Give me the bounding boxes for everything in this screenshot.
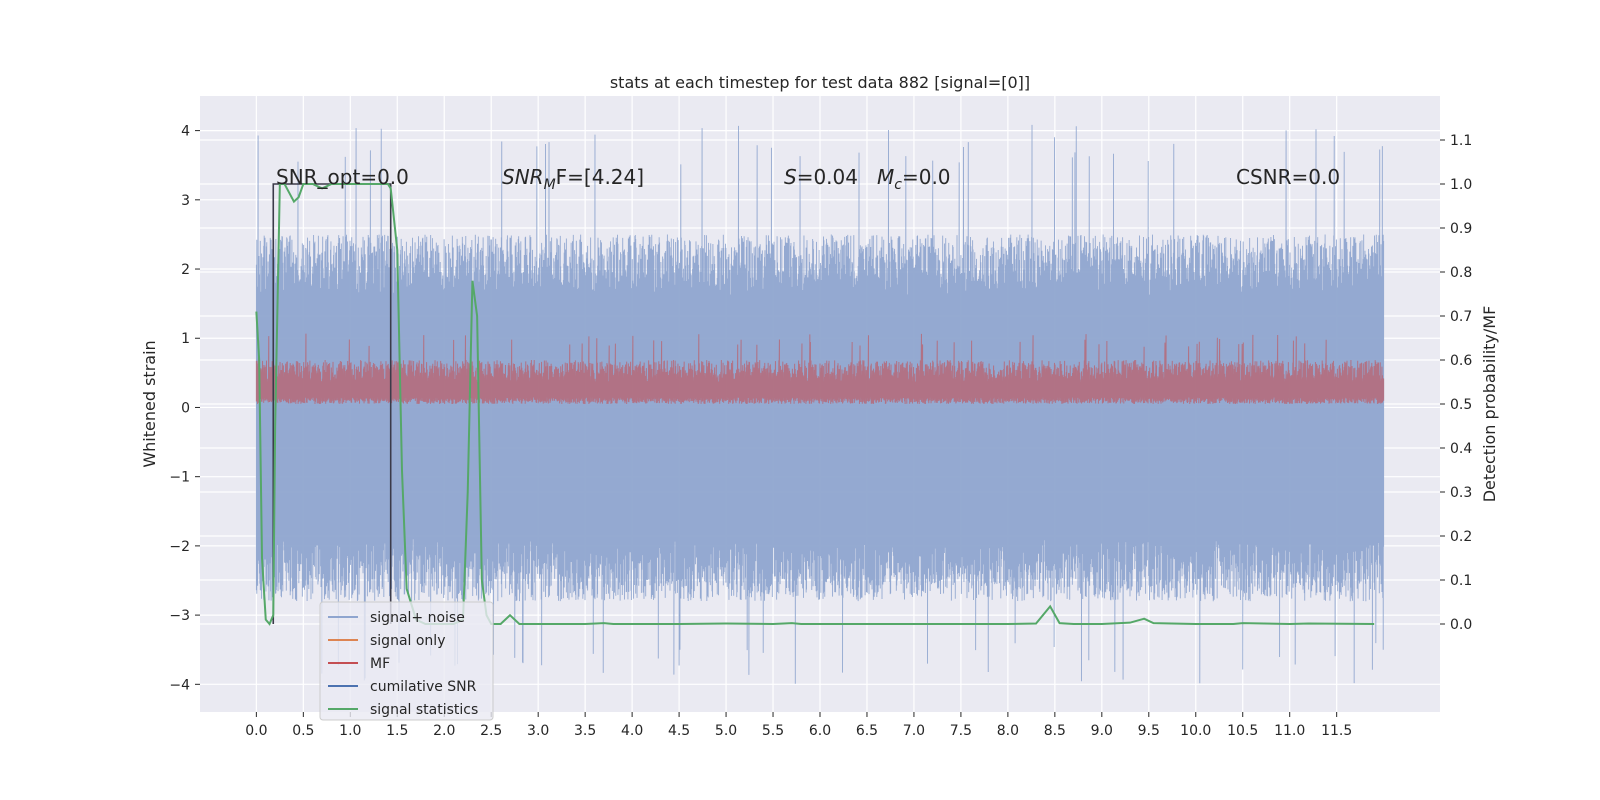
mf-series — [255, 333, 1385, 405]
axes: 0.0 0.5 1.0 1.5 2.0 2.5 3.0 3.5 4.0 4.5 5.0 5.5 6.0 6… — [169, 124, 1472, 739]
signal-statistics-series — [255, 183, 1375, 626]
snr-mf-rest: F=[4.24] — [556, 165, 644, 189]
snr-mf-base: SNR — [502, 165, 544, 189]
x-tick-label: 9.5 — [1138, 723, 1160, 739]
mf-line — [255, 333, 1385, 405]
x-tick-label: 9.0 — [1091, 723, 1113, 739]
legend-label: signal+ noise — [370, 610, 465, 626]
y-tick-label: −3 — [169, 608, 190, 624]
y-tick-label: −1 — [169, 470, 190, 486]
x-tick-label: 3.0 — [527, 723, 549, 739]
y-axis-label: Whitened strain — [140, 340, 159, 467]
y-right-tick-label: 0.1 — [1450, 573, 1472, 589]
x-tick-label: 4.5 — [668, 723, 690, 739]
snr-mf-annotation: SNRMF=[4.24] — [502, 165, 644, 193]
y-right-tick-label: 0.3 — [1450, 485, 1472, 501]
mc-sub: c — [894, 177, 902, 193]
y-right-tick-label: 0.8 — [1450, 265, 1472, 281]
signal-noise-line — [255, 124, 1385, 684]
x-tick-label: 7.0 — [903, 723, 925, 739]
y-tick-label: 1 — [181, 331, 190, 347]
x-tick-label: 6.0 — [809, 723, 831, 739]
x-tick-label: 10.0 — [1180, 723, 1211, 739]
x-tick-label: 3.5 — [574, 723, 596, 739]
x-tick-label: 0.0 — [245, 723, 267, 739]
y-tick-label: 4 — [181, 124, 190, 140]
y-right-tick-label: 0.5 — [1450, 397, 1472, 413]
y-tick-label: −2 — [169, 539, 190, 555]
legend-label: signal only — [370, 633, 445, 649]
y-right-tick-label: 0.0 — [1450, 617, 1472, 633]
s-annotation: S=0.04 — [784, 165, 858, 189]
legend-box — [319, 601, 494, 721]
y-right-tick-label: 0.7 — [1450, 309, 1472, 325]
x-tick-label: 11.0 — [1274, 723, 1305, 739]
x-tick-label: 1.0 — [339, 723, 361, 739]
x-tick-label: 7.5 — [950, 723, 972, 739]
legend: signal+ noise signal only MF cumilative SNR… — [319, 601, 494, 721]
x-tick-label: 2.5 — [480, 723, 502, 739]
x-tick-label: 10.5 — [1227, 723, 1258, 739]
chart-title: stats at each timestep for test data 882… — [610, 73, 1030, 92]
x-tick-label: 1.5 — [386, 723, 408, 739]
y-tick-label: 3 — [181, 193, 190, 209]
snr-mf-sub: M — [544, 177, 556, 193]
x-tick-label: 0.5 — [292, 723, 314, 739]
snr-opt-annotation: SNR_opt=0.0 — [276, 165, 409, 189]
x-tick-label: 5.5 — [762, 723, 784, 739]
x-tick-label: 5.0 — [715, 723, 737, 739]
y-right-tick-label: 1.0 — [1450, 177, 1472, 193]
y-right-tick-label: 1.1 — [1450, 133, 1472, 149]
x-tick-label: 4.0 — [621, 723, 643, 739]
x-tick-label: 6.5 — [856, 723, 878, 739]
mc-rest: =0.0 — [902, 165, 951, 189]
legend-label: signal statistics — [370, 702, 478, 718]
s-rest: =0.04 — [797, 165, 858, 189]
signal-statistics-line — [255, 183, 1375, 626]
annotations: SNR_opt=0.0 SNRMF=[4.24] S=0.04 Mc=0.0 C… — [276, 165, 1340, 193]
y-tick-label: 0 — [181, 400, 190, 416]
x-tick-label: 8.5 — [1044, 723, 1066, 739]
mc-base: M — [877, 165, 894, 189]
x-tick-label: 2.0 — [433, 723, 455, 739]
y-axis-right-label: Detection probability/MF — [1480, 306, 1499, 503]
y-right-tick-label: 0.9 — [1450, 221, 1472, 237]
y-right-tick-label: 0.4 — [1450, 441, 1472, 457]
y-right-tick-label: 0.6 — [1450, 353, 1472, 369]
csnr-annotation: CSNR=0.0 — [1236, 165, 1340, 189]
signal-noise-series — [255, 124, 1385, 684]
s-base: S — [784, 165, 797, 189]
y-right-tick-label: 0.2 — [1450, 529, 1472, 545]
legend-label: MF — [370, 656, 390, 672]
x-tick-label: 11.5 — [1321, 723, 1352, 739]
y-tick-label: −4 — [169, 677, 190, 693]
x-tick-label: 8.0 — [997, 723, 1019, 739]
y-tick-label: 2 — [181, 262, 190, 278]
mc-annotation: Mc=0.0 — [877, 165, 951, 193]
legend-label: cumilative SNR — [370, 679, 477, 695]
